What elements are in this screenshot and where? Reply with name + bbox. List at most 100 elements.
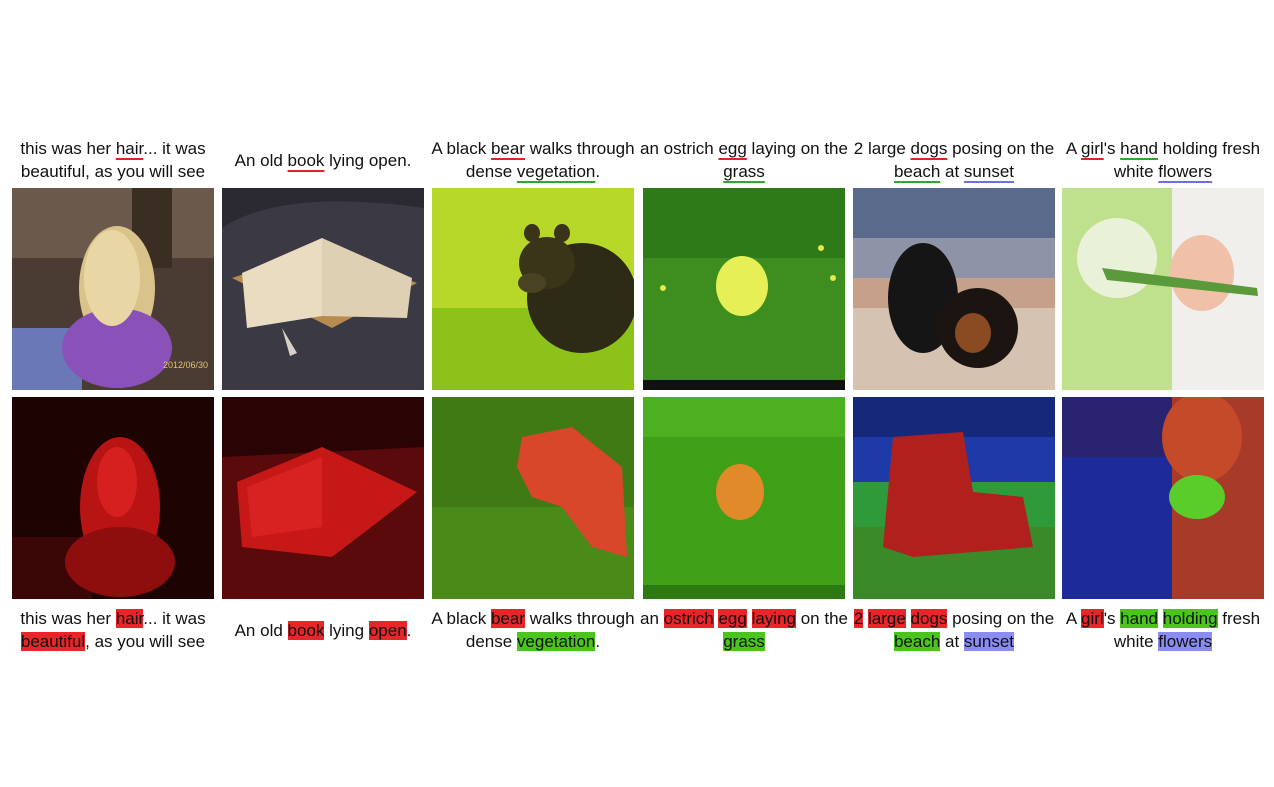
highlighted-word: ostrich: [663, 609, 714, 628]
highlighted-word: flowers: [1158, 632, 1213, 651]
caption-top: this was her hair... it was beautiful, a…: [4, 135, 222, 185]
caption-segment: 's: [1103, 139, 1121, 158]
caption-bottom: this was her hair... it was beautiful, a…: [4, 605, 222, 655]
caption-bottom: 2 large dogs posing on the beach at suns…: [845, 605, 1063, 655]
caption-segment: an ostrich: [640, 139, 719, 158]
caption-text: A girl's hand holding fresh white flower…: [1054, 137, 1272, 183]
caption-segment: ... it was beautiful, as you will see: [20, 139, 206, 181]
underlined-word: flowers: [1158, 162, 1213, 181]
caption-text: A girl's hand holding fresh white flower…: [1054, 607, 1272, 653]
highlighted-word: sunset: [963, 632, 1015, 651]
underlined-word: sunset: [963, 162, 1015, 181]
caption-segment: A: [1065, 139, 1082, 158]
underlined-word: grass: [723, 162, 765, 181]
underlined-word: book: [287, 150, 325, 170]
caption-segment: walks through dense: [465, 139, 635, 181]
caption-bottom: an ostrich egg laying on the grass: [635, 605, 853, 655]
highlighted-word: open: [368, 620, 407, 640]
highlighted-word: large: [867, 609, 906, 628]
highlighted-word: holding: [1162, 609, 1218, 628]
highlighted-word: dogs: [910, 609, 948, 628]
underlined-word: beach: [893, 162, 941, 181]
caption-segment: holding fresh white: [1113, 139, 1261, 181]
caption-segment: .: [595, 632, 601, 651]
caption-top: 2 large dogs posing on the beach at suns…: [845, 135, 1063, 185]
caption-text: 2 large dogs posing on the beach at suns…: [845, 137, 1063, 183]
underlined-word: egg: [718, 139, 747, 158]
photo-datestamp: 2012/06/30: [163, 360, 208, 370]
attention-map: [222, 397, 424, 599]
caption-text: An old book lying open.: [235, 149, 412, 172]
caption-segment: A black: [431, 609, 491, 628]
caption-text: A black bear walks through dense vegetat…: [424, 607, 642, 653]
caption-segment: A: [1065, 609, 1082, 628]
photo: [1062, 188, 1264, 390]
attention-map: [1062, 397, 1264, 599]
caption-bottom: An old book lying open.: [214, 605, 432, 655]
caption-segment: 's: [1103, 609, 1121, 628]
attention-map: [432, 397, 634, 599]
highlighted-word: vegetation: [516, 632, 596, 651]
underlined-word: hair: [115, 139, 144, 158]
highlighted-word: beach: [893, 632, 941, 651]
caption-segment: .: [595, 162, 601, 181]
caption-text: this was her hair... it was beautiful, a…: [4, 607, 222, 653]
caption-segment: laying on the: [746, 139, 848, 158]
caption-top: A girl's hand holding fresh white flower…: [1054, 135, 1272, 185]
highlighted-word: bear: [490, 609, 525, 628]
caption-segment: this was her: [20, 139, 116, 158]
caption-segment: posing on the: [947, 139, 1055, 158]
photo: 2012/06/30: [12, 188, 214, 390]
caption-segment: An old: [234, 620, 288, 640]
attention-map: [643, 397, 845, 599]
caption-text: An old book lying open.: [234, 619, 412, 642]
caption-segment: , as you will see: [85, 632, 206, 651]
highlighted-word: girl: [1081, 609, 1104, 628]
highlighted-word: grass: [723, 632, 765, 651]
caption-segment: [906, 609, 911, 628]
caption-segment: this was her: [20, 609, 116, 628]
highlighted-word: egg: [718, 609, 747, 628]
caption-text: an ostrich egg laying on the grass: [635, 607, 853, 653]
caption-segment: walks through dense: [465, 609, 635, 651]
caption-segment: ... it was: [143, 609, 206, 628]
caption-segment: at: [940, 632, 964, 651]
caption-segment: an: [640, 609, 664, 628]
caption-segment: A black: [431, 139, 491, 158]
caption-segment: fresh white: [1113, 609, 1261, 651]
caption-bottom: A girl's hand holding fresh white flower…: [1054, 605, 1272, 655]
caption-segment: 2 large: [853, 139, 911, 158]
caption-segment: on the: [795, 609, 848, 628]
underlined-word: hand: [1120, 139, 1158, 158]
highlighted-word: book: [287, 620, 325, 640]
underlined-word: dogs: [910, 139, 948, 158]
highlighted-word: hair: [115, 609, 144, 628]
caption-bottom: A black bear walks through dense vegetat…: [424, 605, 642, 655]
underlined-word: vegetation: [516, 162, 596, 181]
photo: [222, 188, 424, 390]
photo: [853, 188, 1055, 390]
caption-segment: at: [940, 162, 964, 181]
caption-segment: lying open.: [324, 150, 412, 170]
photo: [432, 188, 634, 390]
caption-segment: An old: [234, 150, 288, 170]
caption-segment: [747, 609, 752, 628]
caption-text: this was her hair... it was beautiful, a…: [4, 137, 222, 183]
caption-segment: lying: [324, 620, 369, 640]
caption-text: 2 large dogs posing on the beach at suns…: [845, 607, 1063, 653]
underlined-word: girl: [1081, 139, 1104, 158]
highlighted-word: 2: [853, 609, 864, 628]
caption-segment: .: [406, 620, 412, 640]
caption-segment: posing on the: [947, 609, 1055, 628]
photo: [643, 188, 845, 390]
highlighted-word: hand: [1120, 609, 1158, 628]
caption-top: A black bear walks through dense vegetat…: [424, 135, 642, 185]
highlighted-word: laying: [751, 609, 796, 628]
highlighted-word: beautiful: [20, 632, 86, 651]
attention-map: [853, 397, 1055, 599]
caption-top: An old book lying open.: [214, 135, 432, 185]
attention-map: [12, 397, 214, 599]
underlined-word: bear: [490, 139, 525, 158]
caption-text: an ostrich egg laying on the grass: [635, 137, 853, 183]
caption-text: A black bear walks through dense vegetat…: [424, 137, 642, 183]
